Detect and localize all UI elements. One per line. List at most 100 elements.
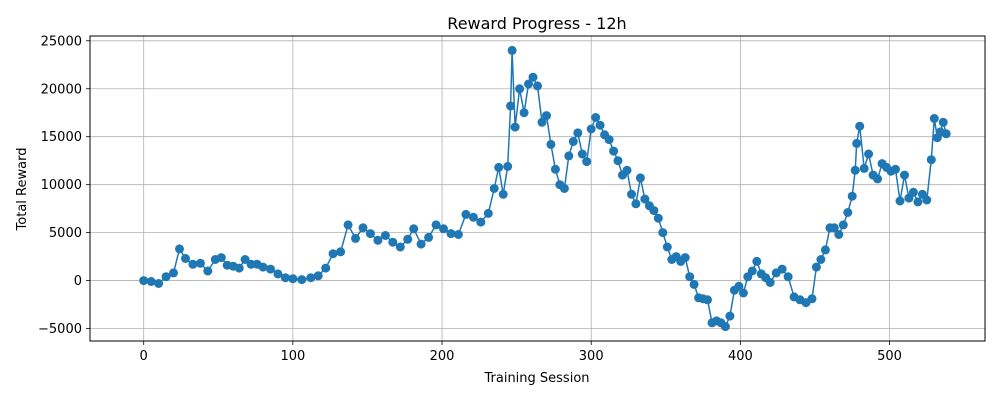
- x-axis: 0 100 200 300 400 500: [140, 341, 902, 364]
- data-point: [891, 164, 900, 174]
- y-tick-label: 0: [74, 274, 82, 289]
- data-point: [843, 208, 853, 217]
- x-tick-label: 300: [579, 349, 604, 364]
- data-point: [533, 81, 542, 91]
- data-point: [288, 274, 298, 284]
- data-point: [216, 253, 226, 263]
- data-point: [613, 156, 623, 166]
- data-point: [483, 208, 493, 218]
- data-point: [154, 279, 164, 288]
- data-point: [680, 253, 690, 263]
- data-point: [586, 124, 596, 134]
- data-point: [258, 262, 268, 272]
- data-point: [395, 242, 405, 252]
- data-point: [321, 263, 331, 273]
- data-point: [139, 276, 149, 286]
- y-tick-label: −5000: [38, 322, 82, 337]
- data-point: [929, 114, 939, 123]
- data-point: [747, 266, 757, 276]
- x-tick-label: 400: [728, 349, 753, 364]
- data-point: [494, 162, 504, 172]
- data-point: [635, 173, 645, 183]
- data-point: [926, 155, 936, 165]
- data-point: [388, 237, 398, 247]
- data-point: [777, 264, 787, 274]
- data-point: [503, 161, 513, 171]
- data-point: [582, 157, 592, 167]
- data-point: [146, 277, 156, 286]
- data-point: [528, 72, 538, 82]
- data-point: [195, 258, 205, 268]
- data-point: [240, 255, 250, 264]
- data-point: [409, 224, 419, 234]
- data-point: [908, 187, 918, 197]
- data-point: [864, 149, 874, 159]
- data-point: [604, 135, 614, 145]
- data-point: [439, 224, 448, 234]
- data-point: [476, 217, 486, 227]
- data-point: [640, 194, 650, 204]
- data-point: [351, 233, 360, 243]
- x-tick-label: 0: [140, 349, 148, 364]
- data-point: [297, 275, 307, 285]
- data-point: [234, 263, 244, 273]
- data-point: [336, 247, 346, 257]
- data-point: [783, 272, 793, 282]
- data-point: [662, 242, 672, 252]
- data-point: [900, 170, 909, 180]
- y-tick-label: 15000: [41, 130, 82, 145]
- data-point: [461, 209, 471, 219]
- data-point: [559, 184, 569, 193]
- data-point: [343, 220, 353, 230]
- data-point: [506, 101, 516, 111]
- data-point: [649, 206, 659, 216]
- data-point: [609, 146, 619, 156]
- y-tick-label: 10000: [41, 178, 82, 193]
- data-point: [653, 213, 663, 223]
- data-point: [658, 228, 668, 238]
- data-point: [568, 137, 578, 146]
- grid: [90, 36, 985, 341]
- series-markers: [139, 45, 951, 332]
- data-point: [816, 255, 826, 264]
- data-point: [734, 281, 744, 291]
- data-point: [468, 212, 478, 222]
- x-tick-label: 100: [280, 349, 305, 364]
- data-point: [859, 163, 869, 173]
- data-point: [489, 184, 499, 193]
- data-point: [720, 322, 730, 332]
- data-point: [313, 271, 323, 281]
- data-point: [380, 231, 390, 240]
- y-tick-label: 5000: [49, 226, 82, 241]
- y-tick-label: 25000: [41, 34, 82, 49]
- data-point: [524, 79, 533, 89]
- data-point: [631, 199, 641, 209]
- y-axis: −5000 0 5000 10000 15000 20000 25000: [38, 34, 90, 337]
- data-point: [752, 256, 762, 266]
- data-point: [922, 195, 932, 205]
- data-point: [627, 189, 636, 199]
- data-point: [546, 139, 556, 149]
- data-point: [938, 117, 948, 127]
- data-point: [895, 196, 905, 206]
- data-point: [941, 129, 951, 139]
- data-point: [852, 138, 862, 148]
- data-point: [266, 264, 275, 274]
- data-point: [358, 223, 368, 233]
- data-point: [510, 122, 520, 132]
- data-point: [564, 151, 574, 161]
- data-point: [820, 245, 830, 255]
- data-point: [498, 189, 508, 199]
- data-point: [181, 254, 190, 263]
- data-point: [519, 108, 529, 118]
- data-point: [507, 45, 517, 55]
- data-point: [850, 165, 860, 175]
- x-axis-label: Training Session: [483, 371, 589, 386]
- data-point: [280, 273, 290, 283]
- data-point: [188, 259, 198, 269]
- data-point: [847, 191, 857, 201]
- data-point: [765, 278, 775, 287]
- data-point: [365, 229, 375, 239]
